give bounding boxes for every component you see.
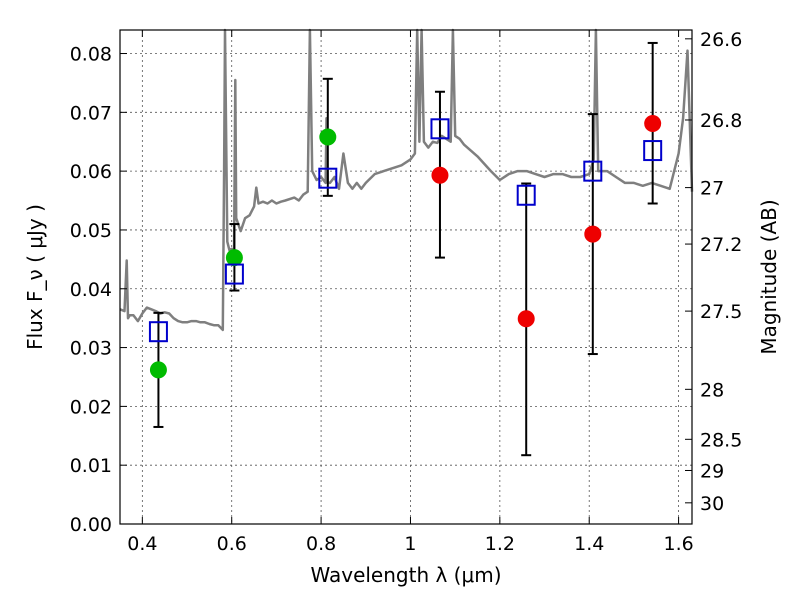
y-tick-label: 0.08 <box>70 44 112 66</box>
y-tick-label: 0.05 <box>70 220 112 242</box>
red-measurement-point <box>584 225 602 243</box>
model-spectrum <box>119 28 694 332</box>
x-tick-label: 1.2 <box>485 533 515 555</box>
y-tick-label: 0.01 <box>70 455 112 477</box>
y2-tick-label: 26.6 <box>700 29 742 51</box>
y-axis-ticks: 0.00 0.01 0.02 0.03 0.04 0.05 0.06 0.07 0.08 <box>70 44 127 536</box>
red-measurement-point <box>644 115 662 133</box>
x-tick-label: 0.8 <box>306 533 336 555</box>
x-tick-label: 1.6 <box>663 533 693 555</box>
model-photometry-square <box>224 263 244 285</box>
x-axis-label: Wavelength λ (μm) <box>310 563 501 587</box>
y2-axis-label: Magnitude (AB) <box>757 199 781 354</box>
y-tick-label: 0.00 <box>70 514 112 536</box>
y-tick-label: 0.02 <box>70 396 112 418</box>
green-measurement-point <box>149 361 167 379</box>
y2-tick-label: 30 <box>700 493 724 515</box>
green-measurement-point <box>225 249 243 267</box>
x-axis-ticks: 0.4 0.6 0.8 1 1.2 1.4 1.6 <box>127 30 694 555</box>
y-axis-label: Flux F_ν ( μJy ) <box>23 204 47 350</box>
y2-tick-label: 27.5 <box>700 301 742 323</box>
y-tick-label: 0.04 <box>70 279 112 301</box>
red-measurement-point <box>431 166 449 184</box>
y2-tick-label: 27.2 <box>700 234 742 256</box>
y2-tick-label: 28 <box>700 379 724 401</box>
green-measurement-point <box>319 128 337 146</box>
model-photometry-square <box>643 140 663 162</box>
x-tick-label: 1 <box>404 533 416 555</box>
y-tick-label: 0.03 <box>70 338 112 360</box>
y-tick-label: 0.06 <box>70 161 112 183</box>
plot-border <box>119 29 693 525</box>
x-tick-label: 0.6 <box>217 533 247 555</box>
x-tick-label: 1.4 <box>574 533 604 555</box>
model-photometry-square <box>318 167 338 189</box>
data-markers <box>148 115 663 379</box>
grid-lines <box>120 30 692 525</box>
plot-frame <box>119 29 693 525</box>
spectrum-line <box>119 28 694 332</box>
y-tick-label: 0.07 <box>70 102 112 124</box>
model-photometry-square <box>516 184 536 206</box>
red-measurement-point <box>517 310 535 328</box>
y2-tick-label: 26.8 <box>700 110 742 132</box>
y2-tick-label: 29 <box>700 460 724 482</box>
y2-axis-ticks: 26.6 26.8 27 27.2 27.5 28 28.5 29 30 <box>685 29 742 515</box>
model-photometry-square <box>148 321 168 343</box>
y2-tick-label: 28.5 <box>700 429 742 451</box>
model-photometry-square <box>583 160 603 182</box>
y2-tick-label: 27 <box>700 178 724 200</box>
x-tick-label: 0.4 <box>127 533 157 555</box>
model-photometry-square <box>430 118 450 140</box>
